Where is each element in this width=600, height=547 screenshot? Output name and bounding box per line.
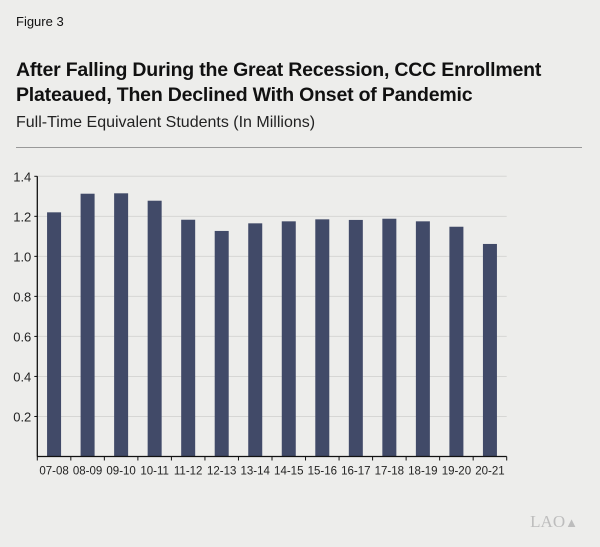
y-tick-label: 1.0	[13, 249, 31, 264]
y-tick-label: 1.2	[13, 209, 31, 224]
y-tick-label: 1.4	[13, 169, 31, 184]
x-tick-label: 19-20	[442, 466, 471, 478]
bar-12-13	[214, 230, 229, 457]
bar-10-11	[147, 200, 162, 457]
bar-11-12	[181, 219, 196, 457]
x-tick-label: 08-09	[73, 466, 102, 478]
bar-20-21	[482, 243, 497, 457]
y-tick-label: 0.4	[13, 369, 31, 384]
bar-13-14	[248, 223, 263, 457]
x-tick-label: 17-18	[375, 466, 404, 478]
x-tick-label: 16-17	[341, 466, 370, 478]
bar-14-15	[281, 221, 296, 457]
x-tick-label: 07-08	[39, 466, 68, 478]
lao-logo: LAO▲	[530, 512, 578, 531]
y-tick-label: 0.8	[13, 289, 31, 304]
bar-08-09	[80, 193, 95, 457]
bar-07-08	[47, 212, 62, 457]
chart-title: After Falling During the Great Recession…	[16, 59, 542, 106]
bar-17-18	[382, 218, 397, 457]
y-tick-label: 0.6	[13, 329, 31, 344]
bar-16-17	[348, 219, 363, 457]
x-tick-label: 10-11	[140, 466, 169, 478]
x-tick-label: 18-19	[408, 466, 437, 478]
x-tick-label: 12-13	[207, 466, 236, 478]
divider	[16, 147, 582, 148]
x-tick-label: 14-15	[274, 466, 303, 478]
x-tick-label: 09-10	[106, 466, 135, 478]
x-tick-label: 15-16	[308, 466, 337, 478]
x-tick-label: 20-21	[475, 466, 504, 478]
chart-subtitle: Full-Time Equivalent Students (In Millio…	[16, 114, 316, 131]
bar-18-19	[415, 221, 430, 457]
bar-15-16	[315, 219, 330, 457]
figure-label: Figure 3	[16, 14, 64, 29]
bar-19-20	[449, 226, 464, 457]
y-tick-label: 0.2	[13, 409, 31, 424]
bar-09-10	[114, 193, 129, 457]
x-tick-label: 11-12	[174, 466, 203, 478]
x-tick-label: 13-14	[241, 466, 271, 478]
